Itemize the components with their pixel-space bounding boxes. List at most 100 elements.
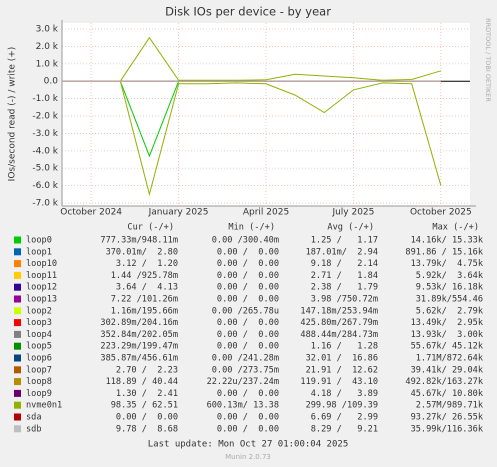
legend-stat: 0.00 / 0.00 bbox=[116, 413, 178, 423]
legend-stat: 223.29m/199.47m bbox=[100, 342, 178, 352]
legend-stat: 55.67k/ 45.12k bbox=[411, 342, 484, 352]
legend-stat: 5.62k/ 2.79k bbox=[416, 306, 484, 316]
legend-header: Cur (-/+) bbox=[127, 223, 174, 233]
legend-swatch bbox=[14, 271, 21, 279]
legend-header: Avg (-/+) bbox=[327, 223, 374, 233]
legend-stat: 2.71 / 1.84 bbox=[311, 271, 378, 281]
legend-stat: 0.00 /265.78u bbox=[212, 306, 279, 316]
legend-stat: 302.89m/204.16m bbox=[100, 318, 178, 328]
legend-swatch bbox=[14, 342, 21, 350]
legend-stat: 0.00 / 0.00 bbox=[217, 389, 279, 399]
legend-stat: 2.38 / 1.79 bbox=[311, 283, 378, 293]
legend-stat: 0.00 / 0.00 bbox=[217, 271, 279, 281]
legend-stat: 2.70 / 2.23 bbox=[116, 365, 178, 375]
legend-stat: 0.00 / 0.00 bbox=[217, 259, 279, 269]
legend-stat: 187.01m/ 2.94 bbox=[306, 247, 378, 257]
legend-swatch bbox=[14, 319, 21, 327]
legend-label: loop2 bbox=[26, 306, 52, 316]
series-line bbox=[62, 80, 442, 197]
legend-stat: 9.53k/ 16.18k bbox=[416, 283, 484, 293]
legend-stat: 299.98 /109.39 bbox=[306, 401, 378, 411]
legend-swatch bbox=[14, 413, 21, 421]
last-update: Last update: Mon Oct 27 01:00:04 2025 bbox=[148, 440, 348, 450]
legend-stat: 0.00 / 0.00 bbox=[217, 247, 279, 257]
legend-label: loop10 bbox=[26, 259, 57, 269]
legend-stat: 21.91 / 12.62 bbox=[306, 365, 378, 375]
legend-stat: 35.99k/116.36k bbox=[411, 424, 484, 434]
legend-swatch bbox=[14, 378, 21, 386]
legend-label: loop4 bbox=[26, 330, 52, 340]
chart-title: Disk IOs per device - by year bbox=[165, 5, 331, 19]
legend-swatch bbox=[14, 330, 21, 338]
legend-stat: 425.80m/267.79m bbox=[300, 318, 378, 328]
legend-stat: 600.13m/ 13.38 bbox=[207, 401, 279, 411]
legend-label: loop9 bbox=[26, 389, 52, 399]
legend-label: loop1 bbox=[26, 247, 52, 257]
legend-swatch bbox=[14, 425, 21, 433]
legend-stat: 39.41k/ 29.04k bbox=[411, 365, 484, 375]
legend-swatch bbox=[14, 295, 21, 303]
legend-header: Min (-/+) bbox=[228, 223, 275, 233]
legend-stat: 6.69 / 2.99 bbox=[311, 413, 378, 423]
legend-swatch bbox=[14, 401, 21, 409]
legend-stat: 7.22 /101.26m bbox=[111, 295, 178, 305]
legend-swatch bbox=[14, 248, 21, 256]
legend-label: loop7 bbox=[26, 365, 52, 375]
legend-stat: 13.93k/ 3.00k bbox=[411, 330, 484, 340]
legend-stat: 1.44 /925.78m bbox=[111, 271, 178, 281]
legend-stat: 1.25 / 1.17 bbox=[311, 236, 378, 246]
legend-stat: 492.82k/163.27k bbox=[405, 377, 483, 387]
legend-label: nvme0n1 bbox=[26, 401, 62, 411]
legend-swatch bbox=[14, 283, 21, 291]
legend-stat: 891.86 / 15.16k bbox=[405, 247, 483, 257]
legend-header: Max (-/+) bbox=[432, 223, 479, 233]
x-tick-label: October 2025 bbox=[410, 208, 472, 218]
legend-stat: 119.91 / 43.10 bbox=[300, 377, 378, 387]
legend-stat: 31.89k/554.46 bbox=[416, 295, 483, 305]
legend-stat: 370.01m/ 2.80 bbox=[106, 247, 178, 257]
y-tick-label: -5.0 k bbox=[32, 164, 58, 174]
y-tick-label: 2.0 k bbox=[36, 42, 59, 52]
legend-stat: 13.49k/ 2.95k bbox=[411, 318, 484, 328]
legend-label: loop0 bbox=[26, 236, 52, 246]
legend-stat: 0.00 / 0.00 bbox=[217, 283, 279, 293]
legend-swatch bbox=[14, 260, 21, 268]
legend-swatch bbox=[14, 307, 21, 315]
y-tick-label: 3.0 k bbox=[36, 25, 59, 35]
x-tick-label: October 2024 bbox=[60, 208, 122, 218]
footer: Munin 2.0.73 bbox=[225, 453, 271, 461]
x-tick-label: January 2025 bbox=[148, 208, 209, 218]
legend-stat: 0.00 / 0.00 bbox=[217, 295, 279, 305]
legend-swatch bbox=[14, 354, 21, 362]
y-tick-label: 1.0 k bbox=[36, 59, 59, 69]
y-tick-label: -1.0 k bbox=[32, 94, 58, 104]
legend-stat: 4.18 / 3.89 bbox=[311, 389, 378, 399]
legend-stat: 1.16m/195.66m bbox=[111, 306, 178, 316]
legend-swatch bbox=[14, 366, 21, 374]
legend-label: loop11 bbox=[26, 271, 57, 281]
legend-label: sda bbox=[26, 413, 42, 423]
legend-stat: 8.29 / 9.21 bbox=[311, 424, 378, 434]
legend-stat: 98.35 / 62.51 bbox=[111, 401, 178, 411]
legend-stat: 352.84m/202.05m bbox=[100, 330, 178, 340]
legend-stat: 2.57M/989.71k bbox=[416, 401, 484, 411]
legend-stat: 118.89 / 40.44 bbox=[106, 377, 178, 387]
legend-stat: 0.00 /273.75m bbox=[212, 365, 279, 375]
y-tick-label: -4.0 k bbox=[32, 146, 58, 156]
legend-stat: 0.00 / 0.00 bbox=[217, 413, 279, 423]
legend-label: loop6 bbox=[26, 354, 52, 364]
legend-stat: 385.87m/456.61m bbox=[100, 354, 178, 364]
legend-stat: 0.00 / 0.00 bbox=[217, 424, 279, 434]
legend-label: loop3 bbox=[26, 318, 52, 328]
legend-stat: 1.71M/872.64k bbox=[416, 354, 484, 364]
y-tick-label: -2.0 k bbox=[32, 112, 58, 122]
legend-stat: 0.00 /241.28m bbox=[212, 354, 279, 364]
legend-stat: 9.18 / 2.14 bbox=[311, 259, 378, 269]
y-tick-label: 0.0 bbox=[44, 77, 59, 87]
legend-stat: 13.79k/ 4.75k bbox=[411, 259, 484, 269]
legend-label: loop5 bbox=[26, 342, 52, 352]
legend-stat: 9.78 / 8.68 bbox=[116, 424, 178, 434]
legend-stat: 14.16k/ 15.33k bbox=[411, 236, 484, 246]
legend-stat: 147.18m/253.94m bbox=[300, 306, 378, 316]
